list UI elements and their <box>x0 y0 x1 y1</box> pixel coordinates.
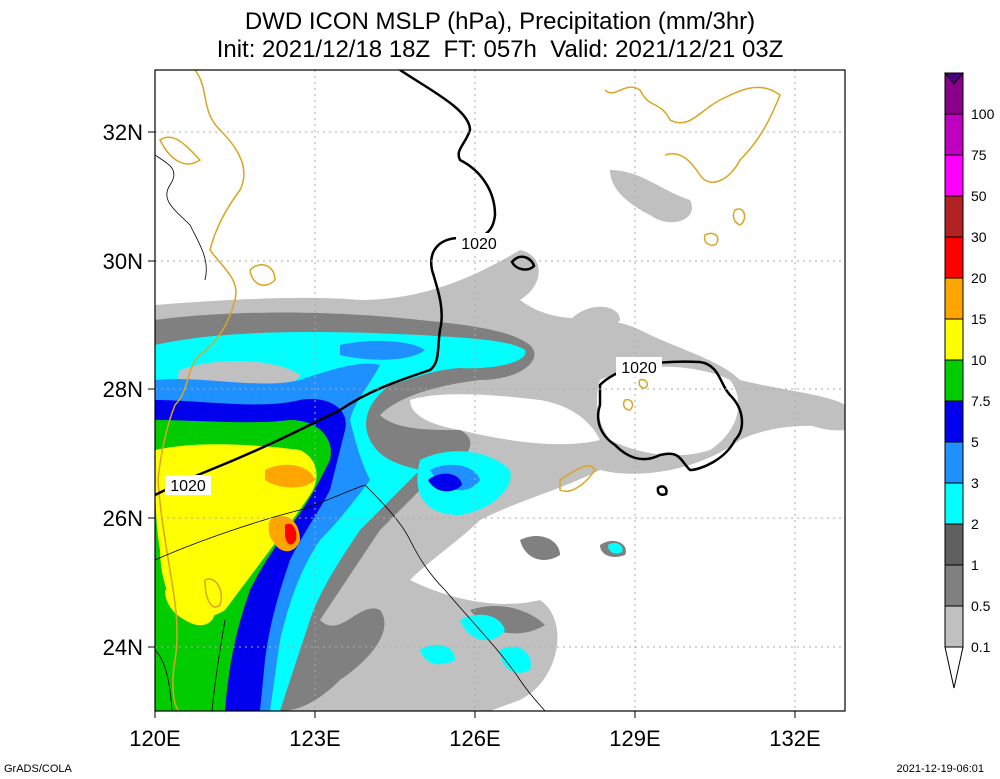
border-layer <box>155 154 546 711</box>
lat-label: 30N <box>103 249 143 274</box>
colorbar-segment <box>944 482 964 525</box>
map-frame <box>154 69 846 712</box>
colorbar-label: 20 <box>971 270 987 286</box>
colorbar-label: 0.1 <box>971 639 991 655</box>
lat-label: 32N <box>103 120 143 145</box>
colorbar-label: 0.5 <box>971 598 991 614</box>
lat-label: 28N <box>103 377 143 402</box>
lon-label: 132E <box>769 726 820 751</box>
isobar-label: 1020 <box>170 478 206 495</box>
isobar-label: 1020 <box>621 360 657 377</box>
map-subtitle: Init: 2021/12/18 18Z FT: 057h Valid: 202… <box>216 36 784 63</box>
axis-ticks <box>148 131 796 718</box>
colorbar-label: 30 <box>971 229 987 245</box>
colorbar-segment <box>944 318 964 361</box>
lat-label: 26N <box>103 506 143 531</box>
footer-credit: GrADS/COLA <box>4 763 72 775</box>
colorbar-segment <box>944 277 964 320</box>
footer-timestamp: 2021-12-19-06:01 <box>896 763 984 775</box>
colorbar-segment <box>944 564 964 607</box>
isobar-labels: 1020 1020 1020 <box>165 233 662 495</box>
lon-labels: 120E 123E 126E 129E 132E <box>129 726 820 751</box>
colorbar-label: 75 <box>971 147 987 163</box>
colorbar-label: 7.5 <box>971 393 991 409</box>
colorbar-segment <box>944 236 964 279</box>
lat-labels: 32N 30N 28N 26N 24N <box>103 120 143 660</box>
colorbar-over-arrow <box>943 72 965 85</box>
colorbar-label: 1 <box>971 557 979 573</box>
colorbar-label: 50 <box>971 188 987 204</box>
colorbar-segment <box>944 359 964 402</box>
colorbar-segment <box>944 154 964 197</box>
colorbar <box>943 72 965 689</box>
colorbar-segment <box>944 113 964 156</box>
colorbar-label: 10 <box>971 352 987 368</box>
map-title: DWD ICON MSLP (hPa), Precipitation (mm/3… <box>244 8 756 35</box>
lat-label: 24N <box>103 635 143 660</box>
isobar-layer <box>155 70 744 497</box>
colorbar-label: 2 <box>971 516 979 532</box>
lon-label: 129E <box>609 726 660 751</box>
colorbar-labels: 0.1 0.5 1 2 3 5 7.5 10 15 20 30 50 75 10… <box>971 106 995 655</box>
graticule <box>155 70 845 711</box>
colorbar-under-arrow <box>944 646 964 689</box>
colorbar-segment <box>944 605 964 648</box>
lon-label: 123E <box>289 726 340 751</box>
isobar-label: 1020 <box>461 236 497 253</box>
lon-label: 120E <box>129 726 180 751</box>
coastline-layer <box>157 70 781 711</box>
colorbar-label: 3 <box>971 475 979 491</box>
lon-label: 126E <box>449 726 500 751</box>
colorbar-segment <box>944 441 964 484</box>
colorbar-segment <box>944 195 964 238</box>
colorbar-label: 15 <box>971 311 987 327</box>
colorbar-segment <box>944 523 964 566</box>
colorbar-label: 100 <box>971 106 995 122</box>
colorbar-label: 5 <box>971 434 979 450</box>
colorbar-segment <box>944 400 964 443</box>
